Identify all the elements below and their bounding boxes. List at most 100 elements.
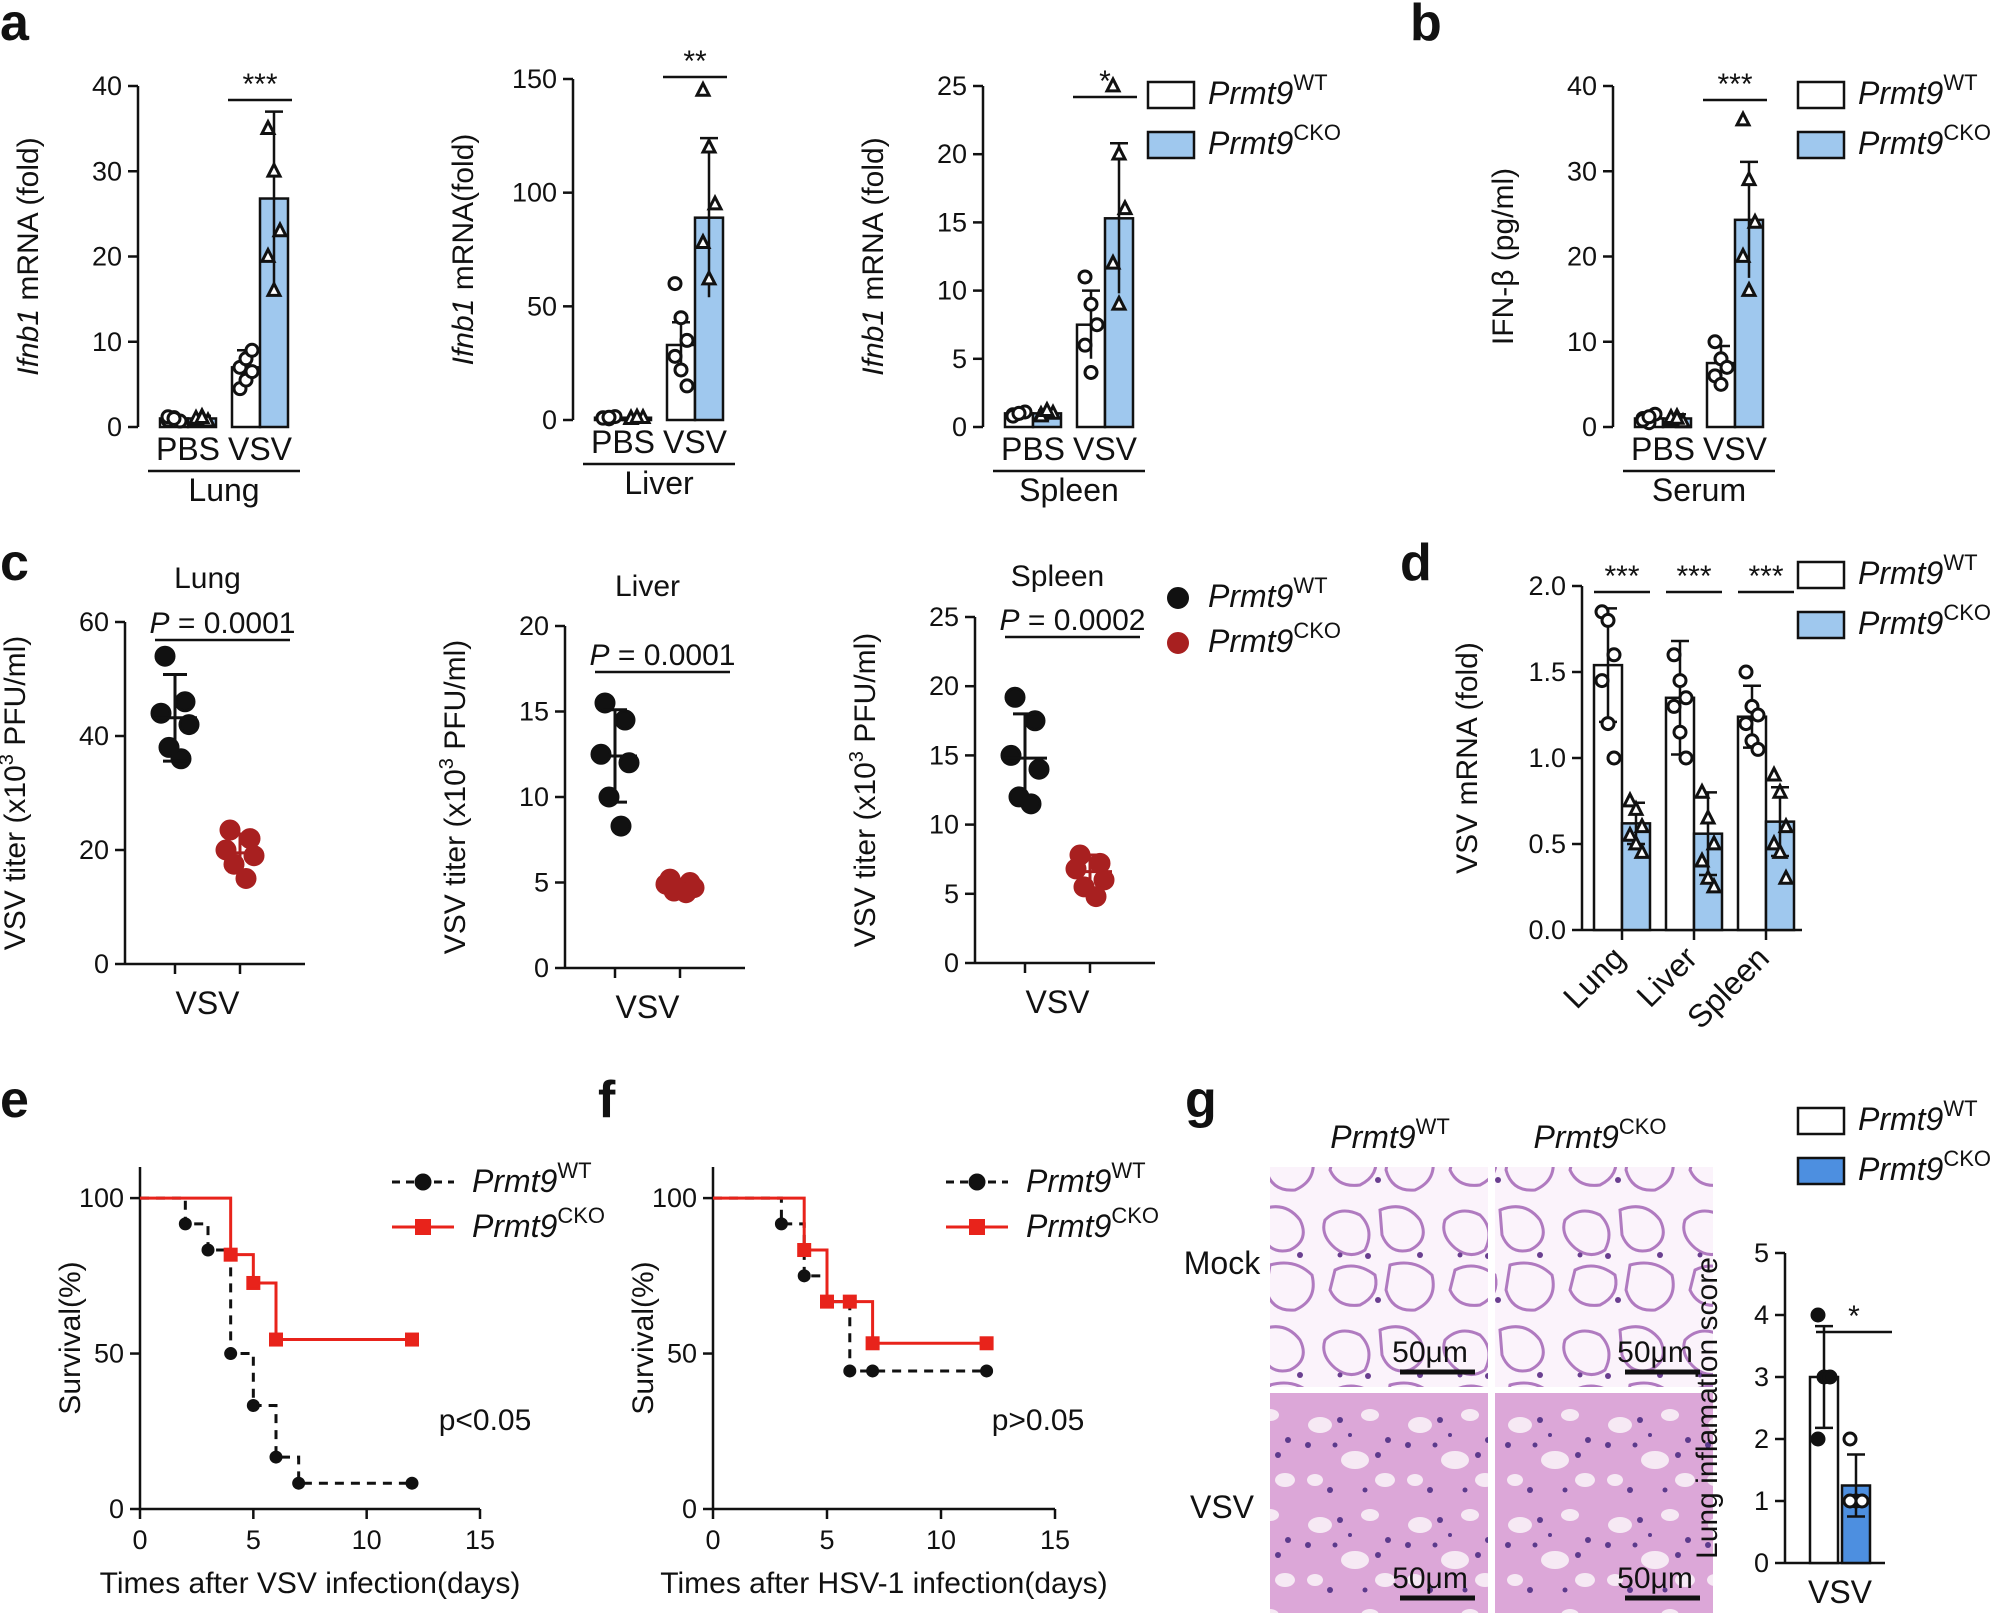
- e_survival-y-tick-label: 50: [94, 1339, 124, 1369]
- a_lung-point-cko: [265, 161, 283, 178]
- c_lung-point-wt: [174, 691, 196, 713]
- a_spleen-point-cko: [1038, 400, 1056, 417]
- a_spleen-y-tick-label: 5: [952, 344, 967, 374]
- a_liver-y-tick-label: 50: [527, 291, 557, 321]
- a_lung-point-cko: [271, 220, 289, 238]
- d_vsv-sig-label: ***: [1748, 560, 1783, 593]
- legend-d-cko-label: Prmt9CKO: [1858, 600, 1991, 641]
- a_spleen-y-tick-label: 15: [937, 207, 967, 237]
- legend-a-cko-swatch: [1146, 130, 1196, 160]
- f_survival-marker-cko: [820, 1294, 834, 1309]
- f_survival-x-tick-label: 5: [819, 1525, 834, 1555]
- c_liver-title: Liver: [615, 570, 680, 603]
- g_score-point-cko: [1854, 1493, 1870, 1509]
- a_lung-y-tick-label: 0: [107, 412, 122, 442]
- g-micrograph-2: [1270, 1393, 1488, 1613]
- d_vsv-point-wt: [1666, 698, 1682, 714]
- g-micrograph-1: [1495, 1167, 1713, 1387]
- a_spleen-point-cko: [1110, 144, 1128, 161]
- d_vsv-sig-label: ***: [1676, 560, 1711, 593]
- c_lung-y-tick-label: 0: [94, 949, 109, 979]
- legend-e-cko-swatch-marker: [415, 1219, 431, 1235]
- d_vsv-point-wt: [1672, 724, 1688, 740]
- legend-b-cko-swatch: [1796, 130, 1846, 160]
- legend-d-cko-swatch: [1796, 610, 1846, 640]
- d_vsv-point-cko: [1627, 833, 1645, 851]
- a_liver-point-cko: [694, 232, 712, 250]
- a_liver-category-VSV: VSV: [663, 424, 728, 460]
- c_lung-ylabel: VSV titer (x103 PFU/ml): [0, 636, 32, 951]
- c_liver-point-wt: [594, 692, 616, 714]
- legend-d-wt-label: Prmt9WT: [1858, 550, 1978, 591]
- d_vsv-point-cko: [1693, 782, 1711, 799]
- e_survival-marker-cko: [405, 1332, 419, 1347]
- legend-g-cko-swatch: [1796, 1156, 1846, 1186]
- e_survival-x-tick-label: 5: [246, 1525, 261, 1555]
- g_score-point-wt: [1822, 1369, 1838, 1385]
- g-micrograph-0: [1270, 1167, 1488, 1387]
- c_spleen-y-tick-label: 5: [944, 879, 959, 909]
- a_lung-sig-label: ***: [242, 68, 277, 101]
- d_vsv-point-wt: [1594, 673, 1610, 689]
- e_survival-y-tick-label: 100: [79, 1183, 124, 1213]
- c_spleen-point-cko: [1089, 852, 1111, 874]
- a_liver-point-wt: [679, 378, 695, 394]
- e_survival-marker-cko: [223, 1247, 238, 1262]
- panel-letter-c: c: [0, 534, 29, 592]
- a_spleen-sig-label: *: [1099, 65, 1111, 98]
- a_lung-ylabel: Ifnb1 mRNA (fold): [12, 137, 45, 375]
- d_vsv-point-wt: [1672, 673, 1688, 689]
- c_liver-xlabel: VSV: [615, 989, 680, 1025]
- f_survival-marker-wt: [980, 1364, 994, 1378]
- g-row-vsv: VSV: [1190, 1489, 1255, 1525]
- a_liver-point-wt: [601, 409, 617, 425]
- b_serum-y-tick-label: 40: [1567, 71, 1597, 101]
- c_liver-point-wt: [610, 815, 632, 837]
- g_score-xlabel: VSV: [1808, 1574, 1873, 1610]
- g_score-point-cko: [1842, 1493, 1858, 1509]
- c_spleen-y-tick-label: 25: [929, 602, 959, 632]
- a_spleen-category-VSV: VSV: [1073, 431, 1138, 467]
- legend-g-wt-swatch: [1796, 1106, 1846, 1136]
- c_liver-point-wt: [590, 743, 612, 765]
- d_vsv-point-cko: [1705, 876, 1723, 894]
- c_spleen-point-wt: [1004, 686, 1026, 708]
- c_lung-point-wt: [150, 702, 172, 724]
- a_lung-category-VSV: VSV: [228, 431, 293, 467]
- a_lung-point-cko: [193, 407, 211, 424]
- g_score-point-wt: [1810, 1431, 1826, 1447]
- d_vsv-category-Spleen: Spleen: [1680, 939, 1776, 1035]
- e_survival-marker-cko: [269, 1332, 283, 1347]
- panel-letter-f: f: [598, 1071, 616, 1129]
- f_survival-x-tick-label: 0: [705, 1525, 720, 1555]
- legend-b-cko-label: Prmt9CKO: [1858, 120, 1991, 161]
- c_liver-y-tick-label: 5: [534, 868, 549, 898]
- g_score-point-wt: [1810, 1307, 1826, 1323]
- f_survival-y-tick-label: 100: [652, 1183, 697, 1213]
- g_score-ylabel: Lung inflamation score: [1691, 1257, 1724, 1559]
- legend-b-wt-swatch: [1796, 80, 1846, 110]
- f_survival-line-wt: [713, 1196, 987, 1373]
- c_lung-point-cko: [219, 819, 241, 841]
- panel-letter-d: d: [1400, 534, 1432, 592]
- e_survival-marker-wt: [246, 1398, 260, 1412]
- d_vsv-y-tick-label: 0.0: [1528, 915, 1566, 945]
- a_spleen-point-wt: [1011, 405, 1027, 421]
- a_spleen-point-cko: [1104, 75, 1122, 93]
- e_survival-marker-wt: [292, 1476, 306, 1490]
- c_liver-p-label: P = 0.0001: [590, 639, 736, 672]
- a_lung-y-tick-label: 30: [92, 156, 122, 186]
- a_liver-ylabel: Ifnb1 mRNA(fold): [447, 134, 480, 366]
- legend-d-wt-swatch: [1796, 560, 1846, 590]
- a_spleen-point-wt: [1077, 337, 1093, 353]
- f_survival-marker-cko: [797, 1243, 812, 1258]
- f_survival-marker-wt: [797, 1269, 811, 1283]
- d_vsv-point-wt: [1606, 647, 1622, 663]
- f_survival-xlabel: Times after HSV-1 infection(days): [660, 1567, 1107, 1600]
- d_vsv-point-cko: [1627, 799, 1645, 816]
- legend-g-cko-label: Prmt9CKO: [1858, 1146, 1991, 1187]
- c_spleen-xlabel: VSV: [1025, 984, 1090, 1020]
- f_survival-marker-wt: [866, 1364, 880, 1378]
- c_spleen-point-wt: [1028, 758, 1050, 780]
- a_liver-point-wt: [667, 348, 683, 364]
